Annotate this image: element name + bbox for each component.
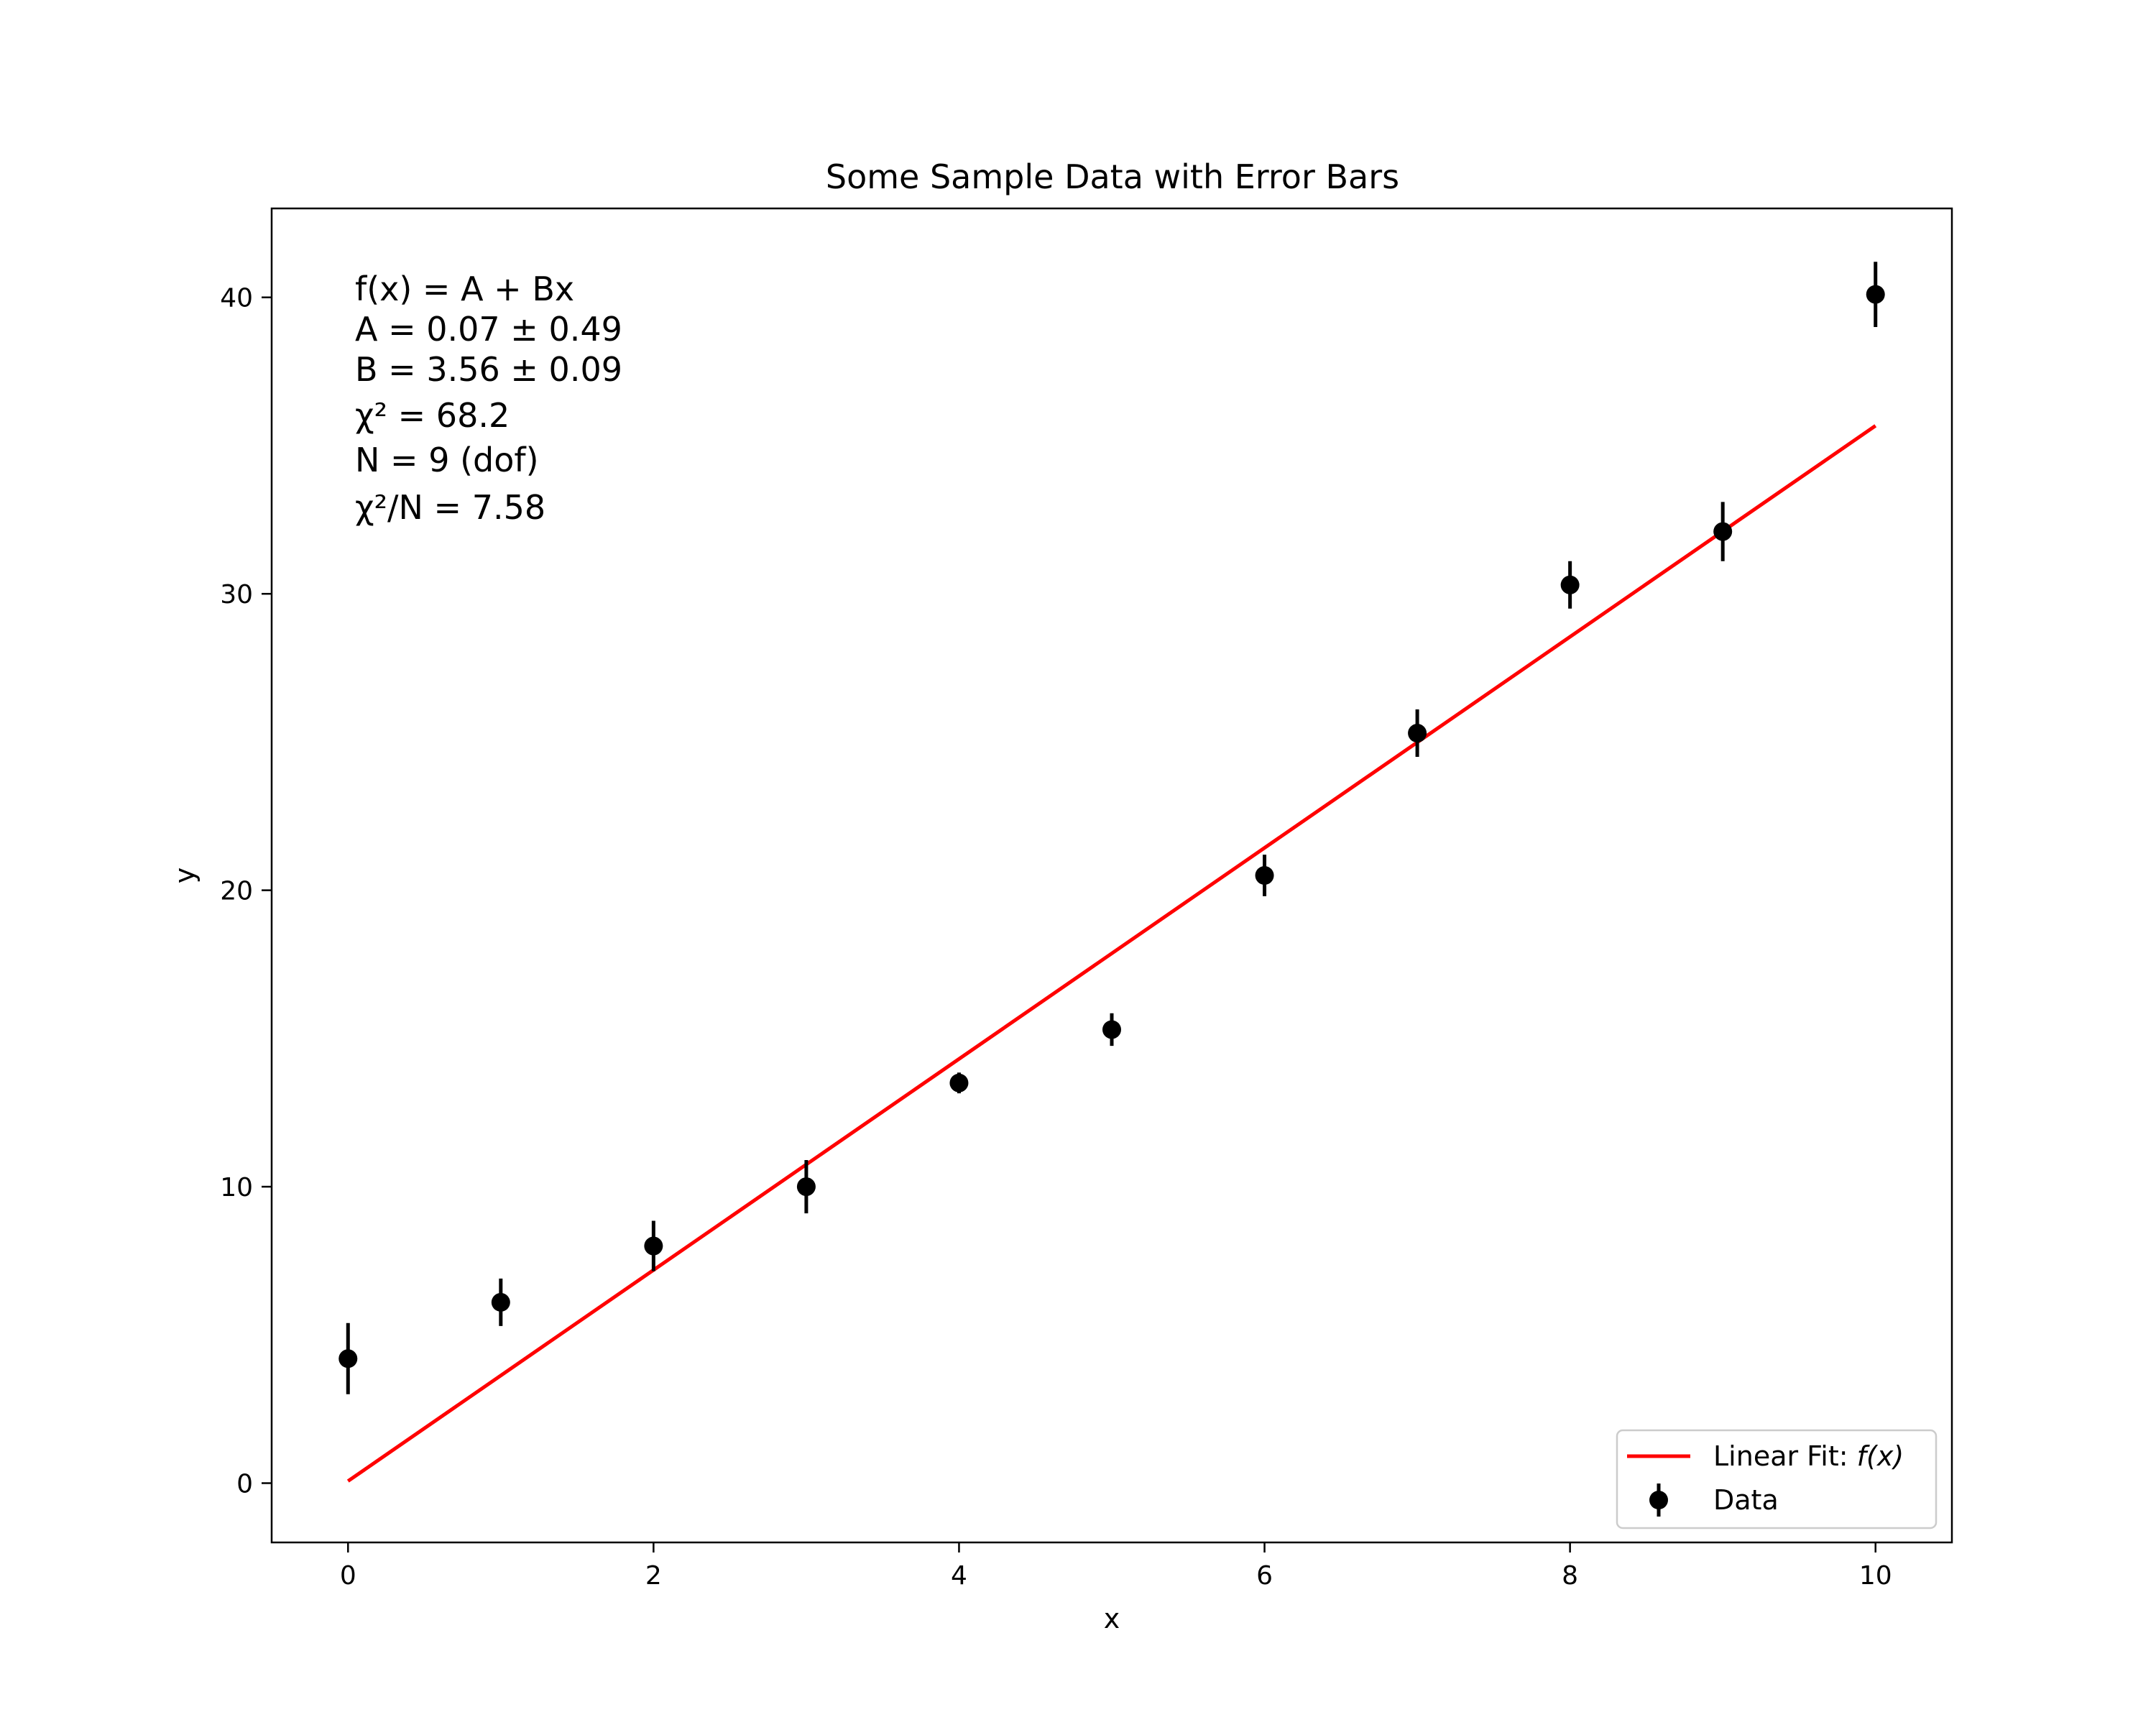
annotation-line-4: χ² = 68.2: [355, 396, 510, 435]
y-tick-label: 30: [220, 580, 253, 610]
x-tick-label: 0: [340, 1561, 356, 1591]
axis-ticks: 0 2 4 6 8 10 0 10 20 30 40: [220, 284, 1892, 1591]
legend-box: [1616, 1429, 1938, 1530]
annotation-line-3: B = 3.56 ± 0.09: [355, 350, 622, 389]
data-point: [644, 1236, 663, 1256]
data-point: [491, 1292, 510, 1312]
y-tick-label: 0: [236, 1470, 253, 1499]
data-point: [796, 1177, 816, 1197]
data-point: [1255, 866, 1274, 885]
annotation-line-2: A = 0.07 ± 0.49: [355, 310, 622, 349]
legend-data-label: Data: [1713, 1484, 1779, 1516]
x-tick-label: 10: [1859, 1561, 1892, 1591]
x-tick-label: 8: [1562, 1561, 1578, 1591]
x-tick-label: 4: [951, 1561, 967, 1591]
y-tick-label: 40: [220, 284, 253, 313]
y-tick-label: 10: [220, 1173, 253, 1202]
annotation-line-5: N = 9 (dof): [355, 441, 539, 479]
x-tick-label: 6: [1256, 1561, 1273, 1591]
y-tick-label: 20: [220, 877, 253, 906]
chart-title: Some Sample Data with Error Bars: [826, 157, 1399, 196]
data-point: [1713, 522, 1733, 541]
legend: Linear Fit: f(x) Data: [1616, 1429, 1938, 1530]
legend-fit-label: Linear Fit: f(x): [1713, 1440, 1904, 1472]
x-axis-label: x: [1104, 1603, 1120, 1634]
axes-frame: [270, 207, 1953, 1544]
data-point: [949, 1073, 969, 1092]
fit-annotation: f(x) = A + Bx A = 0.07 ± 0.49 B = 3.56 ±…: [355, 270, 622, 527]
data-point: [1408, 724, 1427, 743]
data-point: [338, 1349, 358, 1368]
y-axis-label: y: [169, 868, 201, 884]
data-point: [1102, 1020, 1121, 1039]
annotation-line-6: χ²/N = 7.58: [355, 488, 545, 527]
fit-line: [346, 424, 1877, 1483]
data-point: [1560, 575, 1580, 594]
data-point: [1866, 285, 1885, 304]
x-tick-label: 2: [645, 1561, 662, 1591]
plot-area: [338, 262, 1885, 1483]
legend-data-marker: [1649, 1491, 1668, 1509]
annotation-line-1: f(x) = A + Bx: [355, 270, 574, 308]
